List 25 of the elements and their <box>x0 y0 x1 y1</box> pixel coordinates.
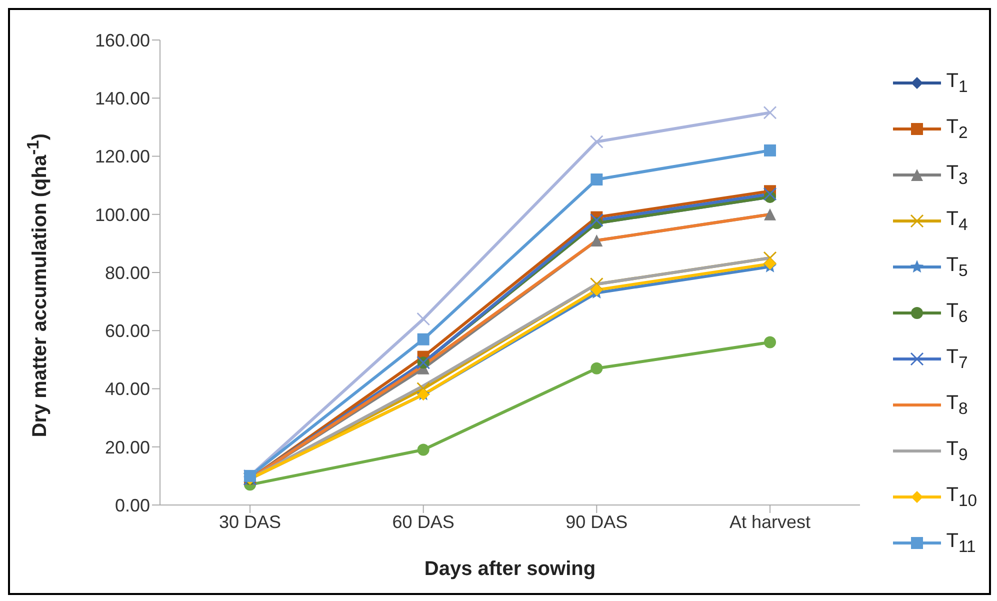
x-tick-label: At harvest <box>729 512 811 532</box>
y-tick-label: 0.00 <box>114 495 150 516</box>
legend-label: T$_{9}$ <box>946 438 968 464</box>
y-tick-label: 40.00 <box>104 379 150 400</box>
legend-label: T$_{5}$ <box>946 254 968 280</box>
legend-label: T$_{7}$ <box>946 346 968 372</box>
y-tick-label: 60.00 <box>104 321 150 342</box>
x-tick-label: 30 DAS <box>218 512 282 532</box>
legend-label: T$_{1}$ <box>946 70 968 96</box>
y-tick-label: 160.00 <box>94 30 150 50</box>
x-tick-label: 90 DAS <box>566 512 628 532</box>
legend-label: T$_{4}$ <box>946 208 968 234</box>
legend-label: T$_{3}$ <box>946 162 968 188</box>
y-tick-label: 120.00 <box>94 146 150 167</box>
x-tick-label: 60 DAS <box>392 512 454 532</box>
y-tick-label: 20.00 <box>104 437 150 458</box>
x-axis-title: Days after sowing <box>424 558 596 580</box>
y-tick-label: 140.00 <box>94 88 150 109</box>
y-tick-label: 100.00 <box>94 204 150 225</box>
y-tick-label: 80.00 <box>104 262 150 283</box>
legend-label: T$_{2}$ <box>946 116 968 142</box>
legend-label: T$_{10}$ <box>946 484 977 510</box>
legend-label: T$_{11}$ <box>946 530 976 556</box>
legend-label: T$_{8}$ <box>946 392 968 418</box>
legend-label: T$_{6}$ <box>946 300 968 326</box>
